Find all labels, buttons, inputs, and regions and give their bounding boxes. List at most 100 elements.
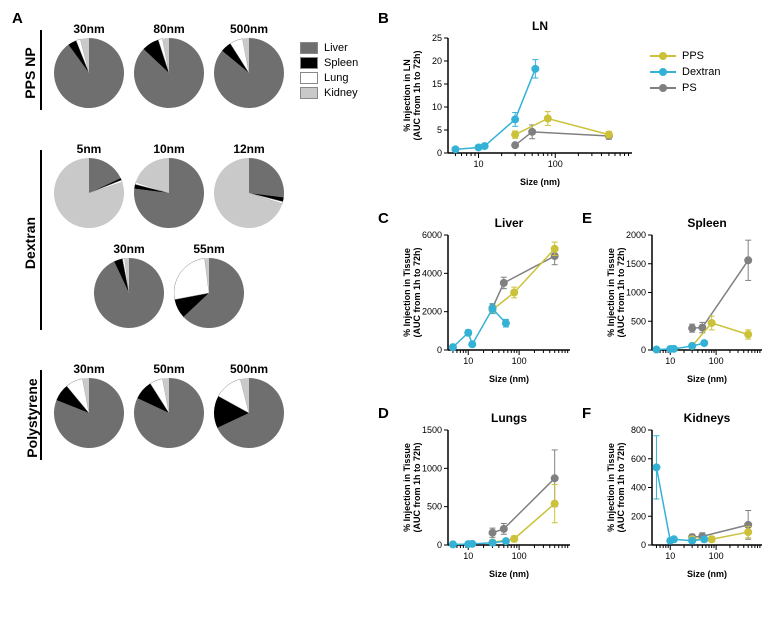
svg-text:% Injection in Tissue: % Injection in Tissue — [402, 248, 412, 337]
legend-item-lung: Lung — [300, 72, 358, 84]
swatch-liver — [300, 42, 318, 54]
legend-mark-pps — [650, 51, 676, 61]
svg-text:Size (nm): Size (nm) — [520, 177, 560, 187]
svg-text:15: 15 — [432, 79, 442, 89]
row-bar-dextran — [40, 150, 42, 330]
svg-text:100: 100 — [709, 551, 724, 561]
svg-text:1000: 1000 — [626, 288, 646, 298]
svg-text:800: 800 — [631, 425, 646, 435]
legend-text: PS — [682, 82, 697, 94]
legend-mark-dextran — [650, 67, 676, 77]
legend-text: Kidney — [324, 87, 358, 99]
panel-label-e: E — [582, 210, 592, 227]
svg-text:10: 10 — [463, 356, 473, 366]
pie-dex-4 — [174, 258, 244, 328]
pie-dex-0 — [54, 158, 124, 228]
row-bar-polystyrene — [40, 370, 42, 460]
legend-item-ps: PS — [650, 82, 721, 94]
svg-text:6000: 6000 — [422, 230, 442, 240]
svg-text:Size (nm): Size (nm) — [687, 569, 727, 579]
pie-title: 30nm — [94, 242, 164, 256]
svg-text:20: 20 — [432, 56, 442, 66]
panel-label-f: F — [582, 405, 591, 422]
svg-text:10: 10 — [432, 102, 442, 112]
svg-text:(AUC from 1h to 72h): (AUC from 1h to 72h) — [412, 247, 422, 337]
svg-text:Liver: Liver — [495, 216, 524, 230]
legend-item-spleen: Spleen — [300, 57, 358, 69]
pie-ps-1 — [134, 378, 204, 448]
pie-title: 30nm — [54, 362, 124, 376]
pie-title: 30nm — [54, 22, 124, 36]
legend-item-pps: PPS — [650, 50, 721, 62]
svg-text:0: 0 — [437, 540, 442, 550]
svg-text:% Injection in Tissue: % Injection in Tissue — [606, 443, 616, 532]
svg-text:100: 100 — [512, 356, 527, 366]
svg-text:(AUC from 1h to 72h): (AUC from 1h to 72h) — [412, 50, 422, 140]
svg-text:200: 200 — [631, 511, 646, 521]
svg-text:400: 400 — [631, 483, 646, 493]
svg-text:500: 500 — [427, 502, 442, 512]
legend-item-kidney: Kidney — [300, 87, 358, 99]
pie-title: 5nm — [54, 142, 124, 156]
svg-text:LN: LN — [532, 19, 548, 33]
svg-text:5: 5 — [437, 125, 442, 135]
svg-text:10: 10 — [665, 356, 675, 366]
panel-label-d: D — [378, 405, 389, 422]
pie-ps-0 — [54, 378, 124, 448]
svg-text:(AUC from 1h to 72h): (AUC from 1h to 72h) — [616, 442, 626, 532]
pie-title: 50nm — [134, 362, 204, 376]
svg-text:4000: 4000 — [422, 268, 442, 278]
svg-text:Size (nm): Size (nm) — [489, 374, 529, 384]
legend-series: PPS Dextran PS — [650, 50, 721, 98]
figure-root: A PPS NP 30nm 80nm 500nm Liver Spleen Lu… — [10, 10, 768, 629]
legend-text: Spleen — [324, 57, 358, 69]
svg-text:1500: 1500 — [422, 425, 442, 435]
legend-text: PPS — [682, 50, 704, 62]
row-label-pps: PPS NP — [22, 43, 38, 103]
row-bar-pps — [40, 30, 42, 110]
legend-item-dextran: Dextran — [650, 66, 721, 78]
swatch-lung — [300, 72, 318, 84]
pie-pps-0 — [54, 38, 124, 108]
pie-title: 12nm — [214, 142, 284, 156]
svg-text:% Injection in Tissue: % Injection in Tissue — [402, 443, 412, 532]
svg-text:1500: 1500 — [626, 259, 646, 269]
svg-text:Spleen: Spleen — [687, 216, 726, 230]
svg-text:2000: 2000 — [626, 230, 646, 240]
svg-text:100: 100 — [548, 159, 563, 169]
svg-text:Size (nm): Size (nm) — [489, 569, 529, 579]
row-label-polystyrene: Polystyrene — [24, 378, 40, 458]
legend-mark-ps — [650, 83, 676, 93]
svg-text:(AUC from 1h to 72h): (AUC from 1h to 72h) — [412, 442, 422, 532]
pie-ps-2 — [214, 378, 284, 448]
pie-title: 500nm — [214, 22, 284, 36]
pie-title: 10nm — [134, 142, 204, 156]
swatch-kidney — [300, 87, 318, 99]
chart-lungs: 05001000150010100LungsSize (nm)% Injecti… — [398, 410, 576, 585]
legend-text: Liver — [324, 42, 348, 54]
svg-text:100: 100 — [512, 551, 527, 561]
svg-text:0: 0 — [641, 540, 646, 550]
pie-title: 500nm — [214, 362, 284, 376]
panel-label-a: A — [12, 10, 23, 27]
svg-text:Size (nm): Size (nm) — [687, 374, 727, 384]
svg-text:25: 25 — [432, 33, 442, 43]
panel-label-c: C — [378, 210, 389, 227]
svg-text:Lungs: Lungs — [491, 411, 527, 425]
svg-text:0: 0 — [437, 345, 442, 355]
panel-label-b: B — [378, 10, 389, 27]
pie-dex-2 — [214, 158, 284, 228]
pie-title: 55nm — [174, 242, 244, 256]
pie-pps-1 — [134, 38, 204, 108]
pie-dex-1 — [134, 158, 204, 228]
svg-text:100: 100 — [709, 356, 724, 366]
pie-dex-3 — [94, 258, 164, 328]
chart-spleen: 050010001500200010100SpleenSize (nm)% In… — [602, 215, 768, 390]
svg-text:% Injection in LN: % Injection in LN — [402, 59, 412, 132]
svg-text:10: 10 — [463, 551, 473, 561]
chart-kidneys: 0 200 400 600 800 10 100 Kidneys Size (nm) % Inje… — [602, 410, 768, 585]
svg-text:10: 10 — [665, 551, 675, 561]
svg-text:600: 600 — [631, 454, 646, 464]
row-label-dextran: Dextran — [22, 213, 38, 273]
svg-text:Kidneys: Kidneys — [684, 411, 731, 425]
